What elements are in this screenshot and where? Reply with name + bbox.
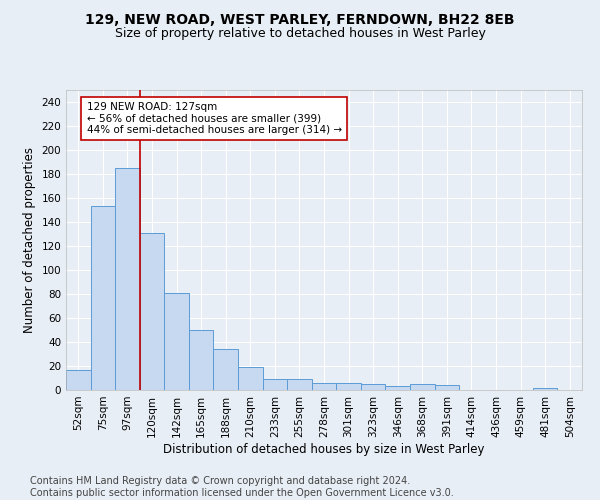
Bar — [91, 206, 115, 390]
Bar — [238, 367, 263, 390]
Bar — [312, 383, 336, 390]
Y-axis label: Number of detached properties: Number of detached properties — [23, 147, 36, 333]
Text: 129 NEW ROAD: 127sqm
← 56% of detached houses are smaller (399)
44% of semi-deta: 129 NEW ROAD: 127sqm ← 56% of detached h… — [86, 102, 342, 135]
Text: Size of property relative to detached houses in West Parley: Size of property relative to detached ho… — [115, 28, 485, 40]
Bar — [140, 233, 164, 390]
Bar — [189, 330, 214, 390]
Text: Contains HM Land Registry data © Crown copyright and database right 2024.
Contai: Contains HM Land Registry data © Crown c… — [30, 476, 454, 498]
Bar — [164, 293, 189, 390]
Bar — [533, 388, 557, 390]
Bar — [336, 383, 361, 390]
Bar — [66, 370, 91, 390]
Bar — [287, 379, 312, 390]
Bar — [214, 349, 238, 390]
Bar — [434, 385, 459, 390]
Bar — [263, 379, 287, 390]
Bar — [410, 384, 434, 390]
Bar — [361, 384, 385, 390]
Text: 129, NEW ROAD, WEST PARLEY, FERNDOWN, BH22 8EB: 129, NEW ROAD, WEST PARLEY, FERNDOWN, BH… — [85, 12, 515, 26]
Bar — [385, 386, 410, 390]
Bar — [115, 168, 140, 390]
X-axis label: Distribution of detached houses by size in West Parley: Distribution of detached houses by size … — [163, 442, 485, 456]
